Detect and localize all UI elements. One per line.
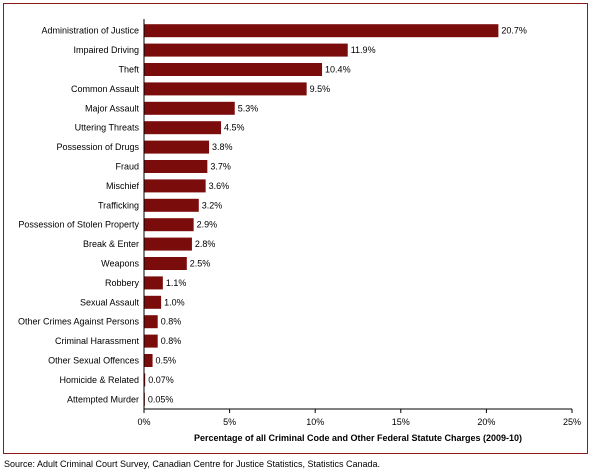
category-label: Fraud	[115, 162, 139, 172]
data-label: 10.4%	[325, 65, 351, 75]
chart-frame	[3, 3, 588, 454]
bar	[144, 43, 348, 57]
x-tick-label: 25%	[563, 417, 581, 427]
category-label: Trafficking	[98, 200, 139, 210]
x-tick-label: 5%	[223, 417, 236, 427]
x-tick-label: 15%	[392, 417, 410, 427]
data-label: 11.9%	[351, 45, 376, 55]
x-tick-label: 20%	[477, 417, 495, 427]
category-label: Other Crimes Against Persons	[18, 317, 140, 327]
data-label: 3.7%	[210, 162, 231, 172]
bar	[144, 160, 208, 173]
category-label: Break & Enter	[83, 239, 139, 249]
bar	[144, 24, 499, 38]
category-label: Robbery	[105, 278, 140, 288]
data-label: 2.5%	[190, 259, 211, 269]
bar	[144, 101, 235, 115]
data-label: 1.0%	[164, 297, 185, 307]
data-label: 3.8%	[212, 142, 233, 152]
x-tick-label: 10%	[306, 417, 324, 427]
data-label: 3.6%	[209, 181, 230, 191]
bar	[144, 179, 206, 193]
bar	[144, 218, 194, 232]
bar	[144, 237, 192, 251]
data-label: 0.8%	[161, 317, 182, 327]
x-tick-label: 0%	[137, 417, 150, 427]
source-note: Source: Adult Criminal Court Survey, Can…	[4, 459, 380, 469]
data-label: 3.2%	[202, 200, 223, 210]
bar	[144, 373, 146, 387]
category-label: Impaired Driving	[73, 45, 139, 55]
category-label: Administration of Justice	[41, 26, 139, 36]
bar	[144, 315, 158, 329]
category-label: Criminal Harassment	[55, 336, 140, 346]
data-label: 0.05%	[148, 394, 174, 404]
bar	[144, 276, 163, 290]
bar	[144, 334, 158, 348]
category-label: Attempted Murder	[67, 394, 139, 404]
data-label: 4.5%	[224, 123, 245, 133]
category-label: Weapons	[101, 259, 139, 269]
category-label: Mischief	[106, 181, 140, 191]
category-label: Homicide & Related	[59, 375, 139, 385]
data-label: 2.8%	[195, 239, 216, 249]
data-label: 20.7%	[501, 26, 527, 36]
data-label: 1.1%	[166, 278, 187, 288]
bar	[144, 257, 187, 270]
data-label: 0.8%	[161, 336, 182, 346]
bar	[144, 295, 162, 309]
bar	[144, 198, 199, 212]
category-label: Sexual Assault	[80, 297, 140, 307]
data-label: 0.07%	[148, 375, 174, 385]
bar	[144, 121, 222, 135]
bar	[144, 63, 323, 76]
category-label: Uttering Threats	[75, 123, 140, 133]
category-label: Major Assault	[85, 103, 140, 113]
data-label: 9.5%	[310, 84, 331, 94]
bar	[144, 140, 210, 154]
category-label: Possession of Drugs	[56, 142, 139, 152]
category-label: Theft	[118, 65, 139, 75]
x-axis-title: Percentage of all Criminal Code and Othe…	[194, 433, 522, 443]
data-label: 0.5%	[156, 356, 177, 366]
category-label: Other Sexual Offences	[48, 356, 139, 366]
bar	[144, 82, 307, 96]
category-label: Common Assault	[71, 84, 140, 94]
data-label: 5.3%	[238, 103, 259, 113]
category-label: Possession of Stolen Property	[18, 220, 139, 230]
bar	[144, 354, 153, 367]
data-label: 2.9%	[197, 220, 218, 230]
